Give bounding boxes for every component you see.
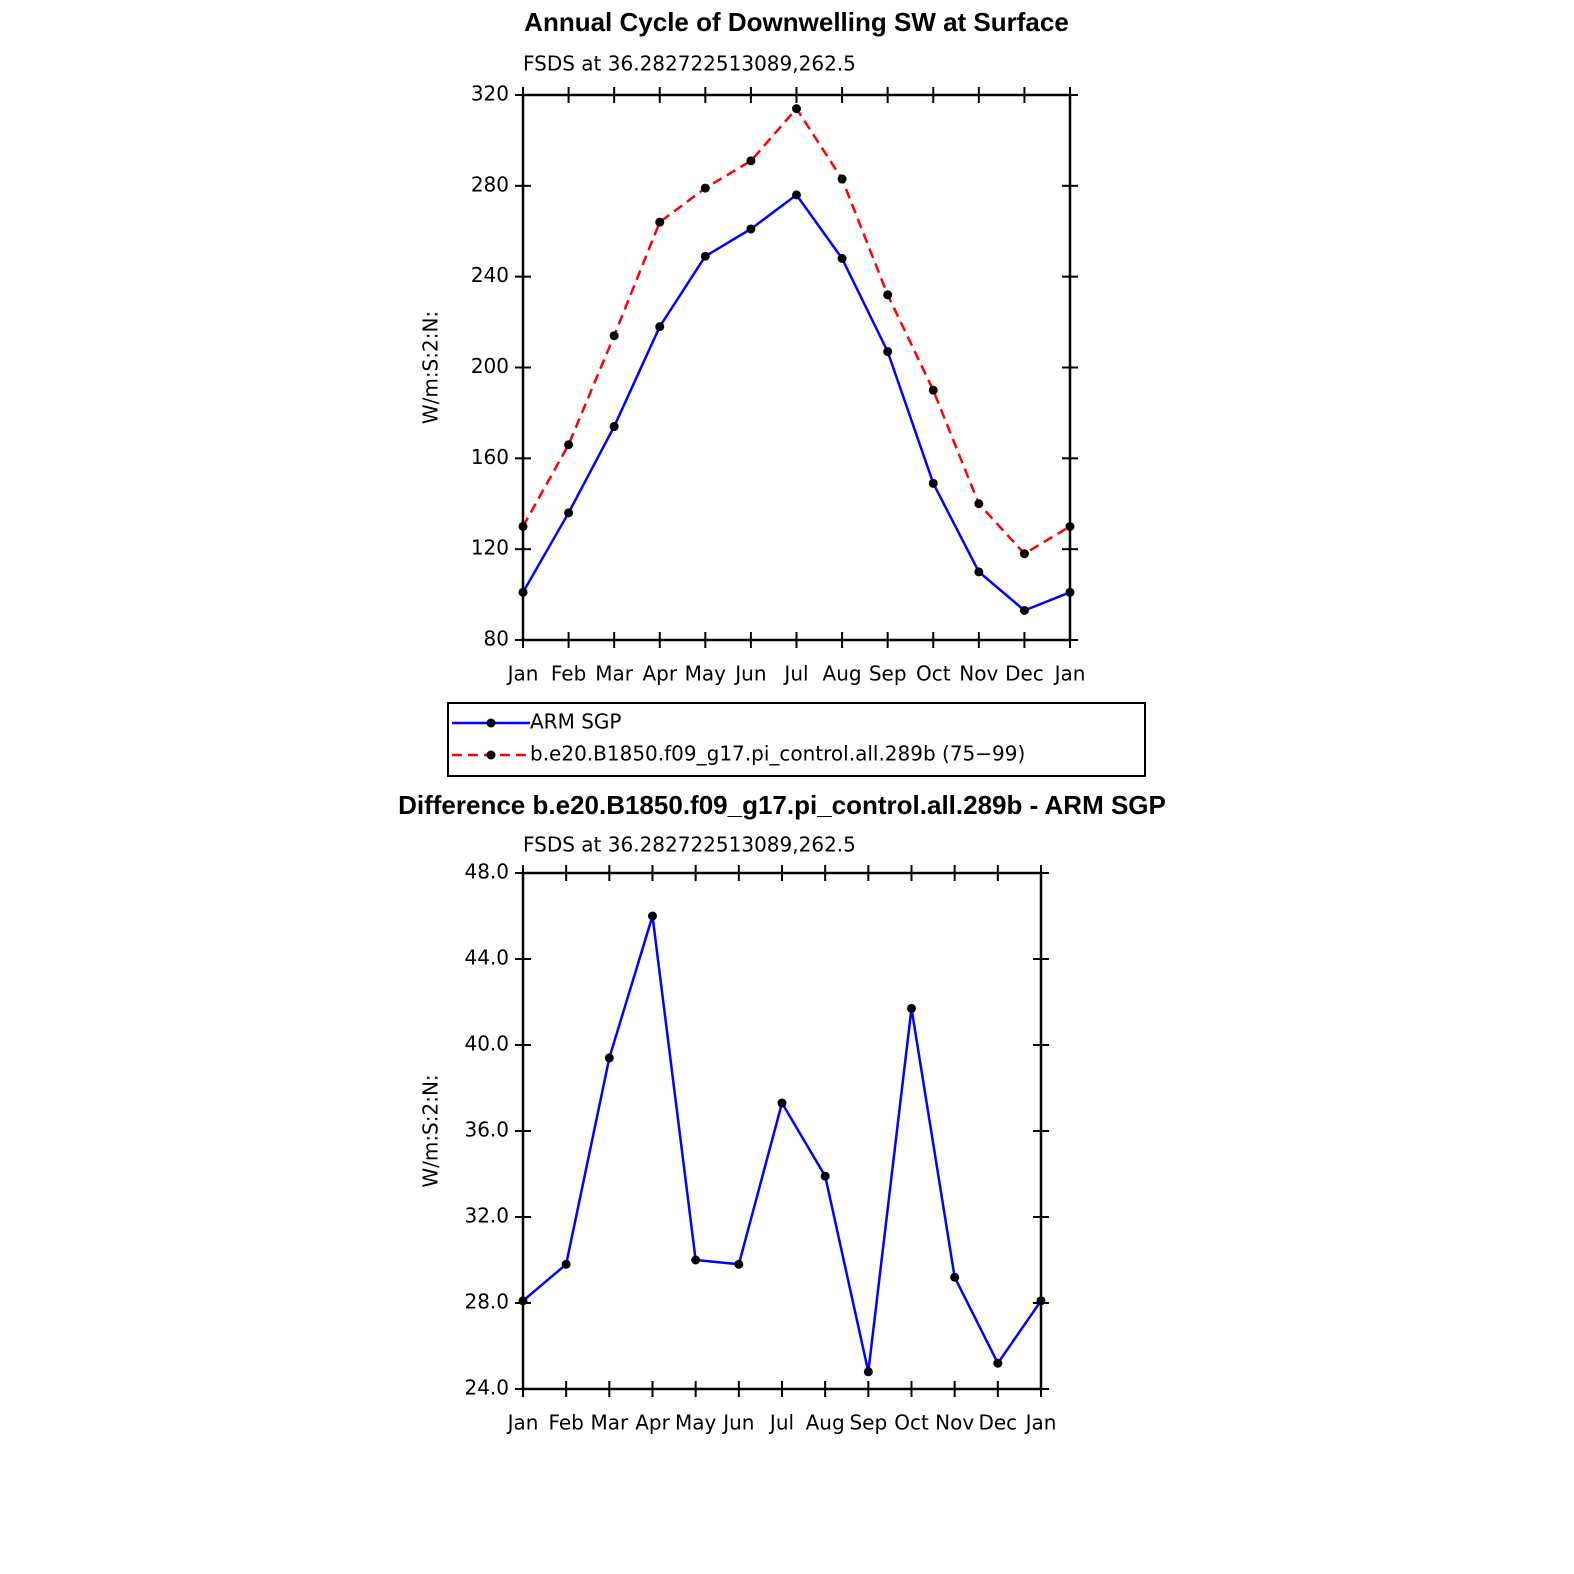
data-point bbox=[655, 322, 665, 332]
chart-subtitle: FSDS at 36.282722513089,262.5 bbox=[523, 833, 856, 857]
data-point bbox=[564, 440, 574, 450]
data-point bbox=[691, 1255, 701, 1265]
x-tick-label: Oct bbox=[894, 1411, 929, 1435]
x-tick-label: Jul bbox=[768, 1411, 794, 1435]
x-tick-label: Jan bbox=[506, 1411, 539, 1435]
x-tick-label: Feb bbox=[551, 662, 586, 686]
data-point bbox=[700, 183, 710, 193]
data-point bbox=[792, 190, 801, 200]
x-tick-label: Aug bbox=[823, 662, 862, 686]
data-point bbox=[518, 1296, 528, 1306]
data-point bbox=[746, 224, 756, 234]
data-point bbox=[609, 422, 619, 432]
x-tick-label: Nov bbox=[959, 662, 998, 686]
y-tick-label: 80 bbox=[484, 627, 509, 651]
x-tick-label: Dec bbox=[978, 1411, 1017, 1435]
data-line bbox=[521, 106, 1071, 556]
x-tick-label: Mar bbox=[595, 662, 634, 686]
data-point bbox=[518, 521, 528, 531]
legend-marker bbox=[486, 718, 496, 728]
y-tick-label: 280 bbox=[471, 172, 509, 196]
y-tick-label: 24.0 bbox=[464, 1376, 509, 1400]
x-tick-label: Dec bbox=[1005, 662, 1044, 686]
data-point bbox=[777, 1098, 787, 1108]
data-point bbox=[883, 290, 893, 300]
x-tick-label: Jan bbox=[506, 662, 539, 686]
plot-frame bbox=[521, 871, 1043, 1391]
y-tick-label: 32.0 bbox=[464, 1204, 509, 1228]
data-point bbox=[928, 385, 938, 395]
data-point bbox=[928, 478, 938, 488]
y-tick-label: 48.0 bbox=[464, 860, 509, 884]
y-tick-label: 36.0 bbox=[464, 1118, 509, 1142]
data-point bbox=[561, 1259, 571, 1269]
legend-marker bbox=[486, 750, 496, 760]
x-tick-label: Aug bbox=[806, 1411, 845, 1435]
data-point bbox=[655, 217, 665, 227]
data-point bbox=[837, 254, 847, 263]
chart-subtitle: FSDS at 36.282722513089,262.5 bbox=[523, 52, 856, 76]
x-tick-label: Jan bbox=[1024, 1411, 1057, 1435]
y-tick-label: 40.0 bbox=[464, 1032, 509, 1056]
data-point bbox=[907, 1003, 916, 1013]
y-tick-label: 28.0 bbox=[464, 1290, 509, 1314]
x-tick-label: Sep bbox=[869, 662, 907, 686]
y-tick-label: 120 bbox=[471, 536, 509, 560]
x-tick-label: May bbox=[675, 1411, 717, 1435]
x-tick-label: Nov bbox=[935, 1411, 974, 1435]
y-axis-label: W/m:S:2:N: bbox=[419, 311, 443, 424]
data-point bbox=[746, 156, 756, 166]
x-tick-label: May bbox=[685, 662, 727, 686]
data-point bbox=[1065, 521, 1075, 531]
data-point bbox=[609, 331, 619, 341]
data-point bbox=[820, 1171, 830, 1181]
legend-box bbox=[447, 702, 1146, 777]
y-tick-label: 320 bbox=[471, 82, 509, 106]
data-point bbox=[1065, 587, 1075, 597]
y-tick-label: 160 bbox=[471, 445, 509, 469]
data-point bbox=[648, 911, 657, 921]
data-point bbox=[734, 1259, 744, 1269]
chart-title: Annual Cycle of Downwelling SW at Surfac… bbox=[524, 7, 1069, 37]
data-point bbox=[604, 1053, 614, 1063]
data-point bbox=[837, 174, 847, 184]
data-line bbox=[521, 193, 1071, 612]
chart-title: Difference b.e20.B1850.f09_g17.pi_contro… bbox=[398, 790, 1166, 820]
x-tick-label: Jun bbox=[733, 662, 766, 686]
data-point bbox=[950, 1272, 960, 1282]
y-axis-label: W/m:S:2:N: bbox=[419, 1074, 443, 1187]
x-tick-label: Jul bbox=[782, 662, 808, 686]
plot-frame bbox=[521, 93, 1072, 642]
x-tick-label: Oct bbox=[916, 662, 951, 686]
y-tick-label: 200 bbox=[471, 354, 509, 378]
data-point bbox=[564, 508, 574, 518]
data-point bbox=[1019, 605, 1029, 615]
data-point bbox=[974, 567, 984, 577]
data-point bbox=[1019, 549, 1029, 559]
x-tick-label: Apr bbox=[642, 662, 677, 686]
data-point bbox=[883, 347, 893, 357]
x-tick-label: Jun bbox=[721, 1411, 754, 1435]
x-tick-label: Apr bbox=[635, 1411, 670, 1435]
data-point bbox=[518, 587, 528, 597]
data-point bbox=[993, 1358, 1003, 1368]
data-point bbox=[792, 104, 801, 114]
data-point bbox=[863, 1367, 873, 1377]
y-tick-label: 240 bbox=[471, 263, 509, 287]
x-tick-label: Feb bbox=[548, 1411, 583, 1435]
x-tick-label: Mar bbox=[590, 1411, 629, 1435]
x-tick-label: Sep bbox=[849, 1411, 887, 1435]
legend-label: ARM SGP bbox=[530, 710, 621, 734]
data-point bbox=[1036, 1296, 1046, 1306]
data-line bbox=[522, 915, 1043, 1373]
legend-label: b.e20.B1850.f09_g17.pi_control.all.289b … bbox=[530, 742, 1025, 766]
y-tick-label: 44.0 bbox=[464, 946, 509, 970]
data-point bbox=[974, 499, 984, 509]
x-tick-label: Jan bbox=[1053, 662, 1086, 686]
data-point bbox=[700, 251, 710, 261]
